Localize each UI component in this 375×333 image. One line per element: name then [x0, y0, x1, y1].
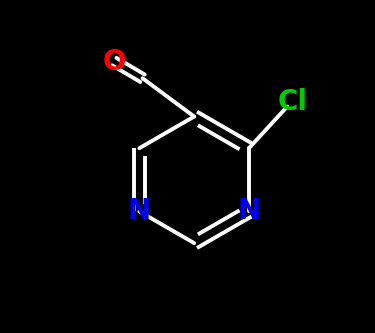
Text: N: N — [237, 197, 261, 225]
Text: Cl: Cl — [277, 88, 307, 116]
Text: O: O — [102, 48, 126, 76]
Text: N: N — [128, 197, 151, 225]
